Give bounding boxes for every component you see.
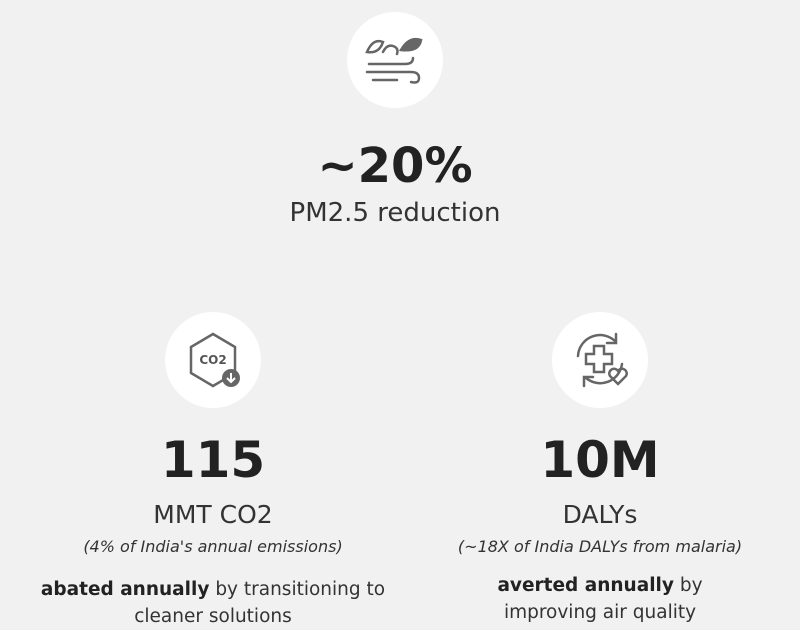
stat-note: (~18X of India DALYs from malaria)	[457, 537, 743, 556]
stat-value: 115	[160, 431, 266, 489]
co2-icon: CO2	[165, 312, 261, 408]
stat-description-bold: abated annually	[40, 579, 210, 600]
stat-unit: DALYs	[562, 500, 638, 529]
stat-description-bold: averted annually	[497, 575, 674, 596]
stat-description: averted annually by improving air qualit…	[480, 572, 720, 626]
headline-value: ~20%	[317, 138, 473, 194]
stat-unit: MMT CO2	[153, 500, 273, 529]
air-icon-graphic	[365, 37, 423, 84]
stat-description: abated annually by transitioning to clea…	[18, 576, 408, 630]
stat-description-rest: by improving air quality	[503, 575, 703, 623]
co2-icon-graphic: CO2	[189, 332, 240, 388]
stat-note: (4% of India's annual emissions)	[83, 537, 343, 556]
stat-description-rest: by transitioning to cleaner solutions	[134, 579, 386, 627]
health-icon-graphic	[576, 332, 628, 388]
health-icon	[552, 312, 648, 408]
stat-value: 10M	[540, 431, 660, 489]
headline-label: PM2.5 reduction	[289, 198, 501, 228]
air-icon	[347, 12, 443, 108]
co2-icon-text: CO2	[199, 353, 226, 367]
